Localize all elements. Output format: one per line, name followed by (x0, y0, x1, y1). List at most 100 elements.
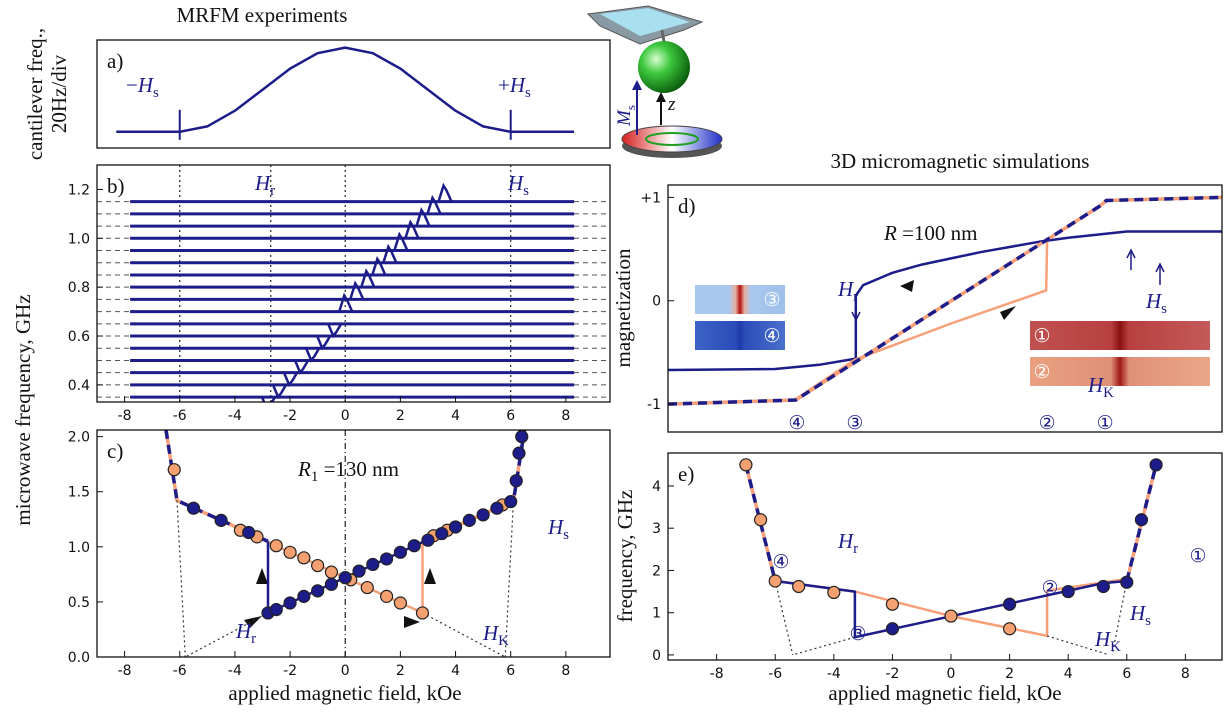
inset-state-4 (695, 321, 785, 350)
data-point (1096, 579, 1110, 594)
x-tick-label: 2 (396, 663, 405, 679)
x-axis-label: applied magnetic field, kOe (828, 681, 1061, 705)
x-tick-label: 0 (947, 666, 956, 682)
annotation: Hr (235, 619, 256, 647)
annotation-part: H (254, 171, 272, 195)
resonance-peak (304, 347, 321, 363)
y-axis-label: magnetization (611, 248, 635, 367)
annotation-part: H (837, 277, 855, 301)
annotation-part: r (853, 289, 858, 305)
sphere (638, 41, 690, 93)
data-point (1120, 575, 1134, 589)
data-point (885, 622, 900, 636)
point-state-label: ① (1189, 545, 1206, 567)
y-tick-label: 0.5 (68, 595, 90, 611)
data-point (462, 513, 476, 527)
data-point (297, 589, 311, 603)
data-point (1002, 597, 1017, 611)
panel-frame (667, 452, 1223, 661)
data-point (753, 513, 768, 527)
annotation-part: H (1094, 627, 1112, 651)
tip (660, 29, 666, 43)
arrowhead (1000, 306, 1016, 320)
data-point (504, 495, 518, 509)
resonance-peak (316, 335, 332, 351)
x-tick-label: 4 (451, 408, 460, 424)
annotation-part: r (270, 183, 275, 199)
data-point (768, 574, 782, 588)
annotation: Hs (1129, 601, 1151, 629)
annotation: Hs (1145, 289, 1167, 317)
data-point (324, 577, 339, 591)
x-tick-label: 8 (561, 408, 570, 424)
y-tick-label: 1 (652, 606, 661, 622)
inset-state-label: ④ (763, 325, 780, 347)
data-point (352, 564, 366, 578)
data-point (311, 558, 325, 573)
annotation-part: K (498, 633, 509, 649)
data-point (379, 552, 394, 566)
x-tick-label: 4 (1064, 666, 1073, 682)
data-point (311, 584, 325, 598)
annotation: Hr (254, 171, 275, 199)
y-axis-label: microwave frequency, GHz (11, 294, 35, 525)
pointer-head (1126, 248, 1136, 259)
annotation-part: =130 nm (318, 457, 399, 481)
annotation: HK (1094, 627, 1121, 655)
annotation: −Hs (126, 73, 159, 101)
annotation-part: H (482, 621, 500, 645)
annotation-part: s (1145, 613, 1151, 629)
annotation-part: K (1110, 639, 1121, 655)
extrapolation-line (176, 500, 515, 657)
x-tick-label: -2 (283, 663, 297, 679)
annotation-part: H (509, 73, 527, 97)
annotation: HK (1087, 373, 1114, 401)
data-point (827, 585, 841, 600)
x-tick-label: 8 (561, 663, 570, 679)
data-point (167, 463, 181, 477)
y-tick-label: 0.8 (68, 280, 90, 296)
data-point (739, 458, 753, 472)
x-tick-label: -4 (827, 666, 841, 682)
resonance-peak (327, 323, 343, 339)
y-axis-label: 20Hz/div (47, 54, 71, 133)
annotation: Hr (837, 529, 858, 557)
data-point (393, 596, 407, 610)
x-tick-label: 4 (451, 663, 460, 679)
x-tick-label: -8 (118, 663, 132, 679)
y-tick-label: 1.5 (68, 485, 90, 501)
annotation-part: r (251, 631, 256, 647)
annotation: R =100 nm (883, 221, 978, 245)
data-point (269, 539, 283, 553)
data-point (944, 609, 958, 623)
annotation: +Hs (498, 73, 531, 101)
data-point (360, 580, 374, 595)
y-tick-label: 0 (652, 648, 661, 664)
state-label: ① (1097, 412, 1114, 434)
data-point (297, 551, 311, 565)
x-tick-label: 0 (341, 663, 350, 679)
annotation-part: 1 (311, 469, 319, 485)
data-point (214, 513, 228, 527)
annotation: z (667, 94, 676, 115)
inset-state-3 (695, 285, 785, 314)
resonance-peak (282, 372, 299, 388)
panel-frame (96, 429, 611, 658)
arrowhead (256, 568, 268, 584)
annotation-part: R (883, 221, 897, 245)
resonance-peak (260, 396, 277, 402)
panel-frame (667, 184, 1223, 433)
data-point (1061, 584, 1075, 599)
x-tick-label: -6 (173, 663, 187, 679)
data-point (379, 589, 394, 603)
inset-state-label: ① (1033, 325, 1050, 347)
annotation-part: + (498, 73, 510, 97)
data-point (283, 596, 297, 610)
x-tick-label: -6 (173, 408, 187, 424)
y-tick-label: 2.0 (68, 430, 90, 446)
annotation-part: s (563, 527, 569, 543)
annotation-part: H (547, 515, 565, 539)
data-point (393, 545, 407, 559)
